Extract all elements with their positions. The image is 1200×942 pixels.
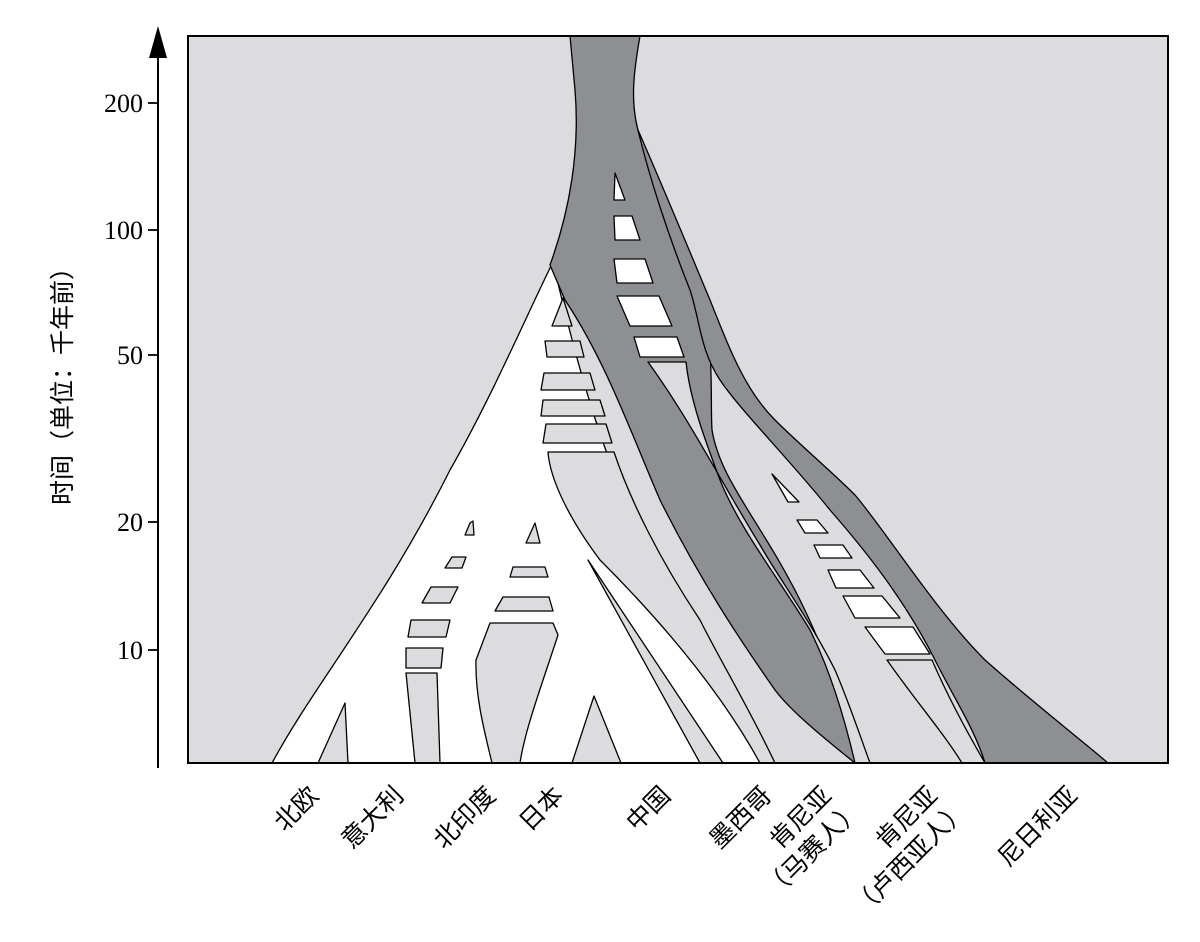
plot-frame	[187, 35, 1169, 764]
east-asia-pulses	[494, 522, 554, 612]
tick-label-100: 100	[104, 216, 143, 245]
label-japan: 日本	[513, 781, 569, 837]
y-axis: 200 100 50 20 10 时间（单位：千年前）	[48, 26, 167, 768]
eurasia-pulses	[405, 520, 475, 669]
tick-label-10: 10	[117, 636, 143, 665]
label-italy: 意大利	[336, 781, 410, 855]
label-north-europe: 北欧	[268, 781, 324, 837]
right-band-pulses	[771, 473, 931, 655]
tick-label-200: 200	[104, 89, 143, 118]
label-china: 中国	[620, 781, 676, 837]
upper-trunk-pulses	[613, 172, 685, 358]
label-nigeria: 尼日利亚	[992, 781, 1083, 872]
y-axis-arrowhead	[149, 26, 167, 58]
label-mexico: 墨西哥	[704, 781, 778, 855]
y-axis-title: 时间（单位：千年前）	[48, 255, 77, 505]
tick-label-50: 50	[117, 341, 143, 370]
population-labels: 北欧 意大利 北印度 日本 中国 墨西哥 肯尼亚 （马赛人） 肯尼亚 （卢西亚人…	[268, 781, 1083, 922]
trunk-pulses	[540, 297, 613, 444]
tick-label-20: 20	[117, 508, 143, 537]
label-north-india: 北印度	[428, 781, 502, 855]
